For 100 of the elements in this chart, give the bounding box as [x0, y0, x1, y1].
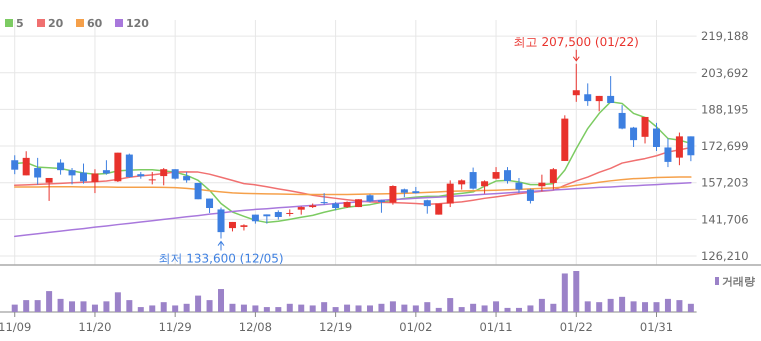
candlestick: [458, 178, 466, 190]
bar: [470, 304, 476, 312]
x-tick-label: 11/20: [78, 320, 112, 334]
candlestick: [515, 177, 522, 194]
line-series: [14, 182, 692, 238]
candlestick: [607, 76, 614, 104]
candlestick: [676, 132, 683, 166]
bar: [103, 301, 110, 312]
legend-label: 20: [48, 17, 64, 30]
candlestick: [80, 163, 87, 184]
bar: [229, 304, 236, 312]
bar: [240, 304, 247, 312]
candlestick: [126, 153, 133, 178]
x-tick-label: 01/31: [640, 320, 674, 334]
bar: [264, 307, 270, 312]
candlestick: [470, 167, 477, 190]
bar: [126, 300, 132, 312]
bar: [608, 298, 614, 312]
candlestick: [206, 198, 214, 214]
candlestick: [91, 168, 98, 194]
candlestick: [424, 199, 431, 214]
bar: [138, 307, 144, 312]
bar: [401, 304, 408, 312]
bar: [424, 302, 430, 312]
bar: [493, 301, 500, 312]
bar: [664, 298, 671, 312]
x-tick-label: 11/29: [158, 320, 192, 334]
bar: [114, 292, 121, 312]
x-tick-label: 12/08: [238, 320, 272, 334]
bar: [310, 305, 316, 312]
candlestick: [550, 168, 557, 190]
bar: [458, 307, 465, 312]
candlestick: [618, 104, 626, 130]
y-tick-label: 172,699: [701, 139, 749, 154]
candlestick: [11, 154, 18, 175]
bar: [206, 300, 213, 312]
candlestick: [504, 166, 512, 184]
candlestick: [46, 177, 53, 202]
bar: [34, 300, 41, 312]
bar: [58, 298, 64, 312]
candlestick: [526, 188, 534, 204]
candlestick: [102, 160, 110, 176]
candlestick: [642, 116, 649, 144]
candlestick: [572, 63, 580, 102]
annotation: 최저 133,600 (12/05): [158, 252, 284, 266]
bar: [436, 308, 442, 312]
bar: [69, 301, 76, 312]
candlestick: [194, 182, 202, 200]
bar: [390, 301, 396, 312]
bar: [676, 300, 682, 312]
candlestick: [172, 168, 179, 180]
bar: [160, 302, 167, 312]
legend-label: 120: [126, 17, 150, 30]
candlestick: [148, 172, 156, 185]
bar: [344, 304, 350, 312]
bar: [252, 305, 258, 312]
bar: [573, 271, 580, 312]
bar: [275, 307, 282, 312]
candlestick: [652, 122, 660, 152]
candlestick: [664, 138, 672, 168]
bar: [172, 305, 178, 312]
bar: [516, 308, 522, 312]
candlestick: [57, 158, 64, 176]
bar: [527, 305, 534, 312]
y-tick-label: 141,706: [701, 212, 749, 226]
candlestick: [183, 172, 190, 184]
y-tick-label: 126,210: [701, 248, 749, 263]
bar: [412, 305, 419, 312]
bar: [619, 296, 626, 312]
candlestick: [274, 210, 282, 220]
bar: [356, 305, 362, 312]
candlestick: [538, 174, 546, 192]
bar: [630, 301, 637, 312]
bar: [550, 304, 556, 312]
y-tick-label: 203,692: [701, 66, 749, 80]
bar: [92, 304, 98, 312]
candlestick: [34, 157, 42, 186]
bar: [447, 298, 454, 312]
bar: [378, 304, 384, 312]
bar: [286, 304, 293, 312]
candlestick: [218, 207, 225, 240]
bar: [482, 305, 488, 312]
x-tick-label: 01/02: [399, 320, 432, 334]
bar: [332, 307, 339, 312]
bar: [366, 305, 373, 312]
candlestick: [481, 180, 488, 194]
bar: [12, 304, 18, 312]
y-tick-label: 157,203: [701, 176, 749, 190]
bar: [504, 308, 511, 312]
y-tick-label: 188,195: [701, 102, 749, 116]
candlestick: [320, 192, 328, 206]
legend-label: 60: [87, 17, 103, 30]
bar: [298, 304, 304, 312]
bar: [46, 291, 52, 312]
legend-label: 거래량: [722, 275, 755, 288]
candlestick: [378, 199, 385, 214]
candlestick: [596, 95, 603, 112]
x-tick-label: 01/22: [560, 320, 593, 334]
bar: [80, 301, 86, 312]
candlestick: [160, 168, 168, 186]
